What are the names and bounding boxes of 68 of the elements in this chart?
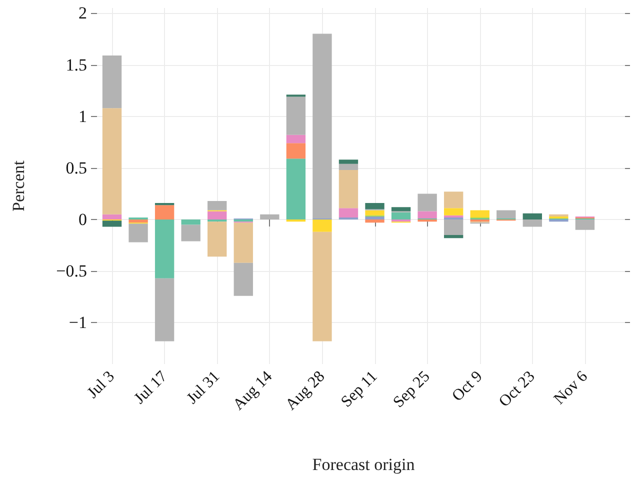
bar bbox=[234, 222, 253, 263]
bar bbox=[391, 207, 411, 212]
bar bbox=[444, 220, 464, 236]
x-tick-label: Jul 31 bbox=[184, 368, 224, 408]
bar bbox=[496, 210, 516, 219]
x-tick-label: Aug 14 bbox=[230, 368, 276, 414]
bar bbox=[338, 164, 358, 170]
bar bbox=[286, 143, 306, 159]
bar bbox=[338, 160, 358, 164]
y-tick-label: −1 bbox=[68, 313, 87, 332]
bar bbox=[102, 220, 122, 227]
y-tick-label: 1 bbox=[78, 106, 87, 126]
bar bbox=[260, 214, 280, 220]
bar bbox=[102, 108, 122, 214]
y-tick-label: 2 bbox=[78, 4, 87, 23]
bar bbox=[181, 220, 200, 225]
bar bbox=[575, 220, 595, 230]
bar bbox=[181, 224, 200, 242]
bar bbox=[208, 211, 227, 220]
bar bbox=[312, 34, 332, 219]
bar bbox=[365, 210, 384, 216]
bar bbox=[154, 220, 174, 278]
y-tick-label: −0.5 bbox=[56, 262, 87, 281]
bar bbox=[154, 278, 174, 342]
bar bbox=[208, 222, 227, 257]
bar bbox=[286, 134, 306, 144]
bar bbox=[312, 232, 332, 342]
x-axis-title: Forecast origin bbox=[312, 455, 416, 474]
x-tick-label: Sep 25 bbox=[390, 368, 434, 412]
bar bbox=[154, 205, 174, 220]
x-tick-label: Jul 17 bbox=[131, 368, 171, 408]
bar bbox=[338, 170, 358, 208]
bar bbox=[128, 220, 148, 223]
bar bbox=[312, 220, 332, 232]
x-tick-label: Aug 28 bbox=[282, 368, 328, 414]
bar bbox=[338, 208, 358, 218]
bar bbox=[128, 217, 148, 220]
bar bbox=[522, 213, 542, 220]
y-tick-label: 0 bbox=[78, 210, 87, 230]
bar bbox=[338, 217, 358, 220]
bar bbox=[444, 208, 464, 216]
bar bbox=[418, 211, 437, 219]
bar bbox=[102, 214, 122, 220]
x-tick-label: Oct 23 bbox=[496, 368, 538, 410]
y-axis-title: Percent bbox=[9, 160, 28, 212]
bar bbox=[234, 262, 253, 296]
bar bbox=[208, 200, 227, 210]
x-tick-label: Nov 6 bbox=[550, 368, 591, 408]
bar bbox=[286, 158, 306, 220]
bar bbox=[470, 210, 490, 218]
bar bbox=[102, 55, 122, 108]
y-tick-label: 1.5 bbox=[66, 55, 87, 74]
bar bbox=[286, 96, 306, 135]
bar bbox=[522, 220, 542, 227]
bar bbox=[365, 203, 384, 210]
bar bbox=[444, 192, 464, 208]
y-tick-label: 0.5 bbox=[66, 158, 87, 178]
bar bbox=[365, 220, 384, 223]
bar bbox=[128, 224, 148, 242]
bar bbox=[444, 235, 464, 238]
x-tick-label: Jul 3 bbox=[84, 368, 118, 402]
x-tick-label: Sep 11 bbox=[338, 368, 381, 411]
bar bbox=[365, 216, 384, 220]
bar bbox=[418, 194, 437, 212]
x-tick-label: Oct 9 bbox=[449, 368, 486, 405]
bar bbox=[391, 212, 411, 220]
bar bbox=[444, 217, 464, 220]
bar bbox=[549, 216, 568, 219]
